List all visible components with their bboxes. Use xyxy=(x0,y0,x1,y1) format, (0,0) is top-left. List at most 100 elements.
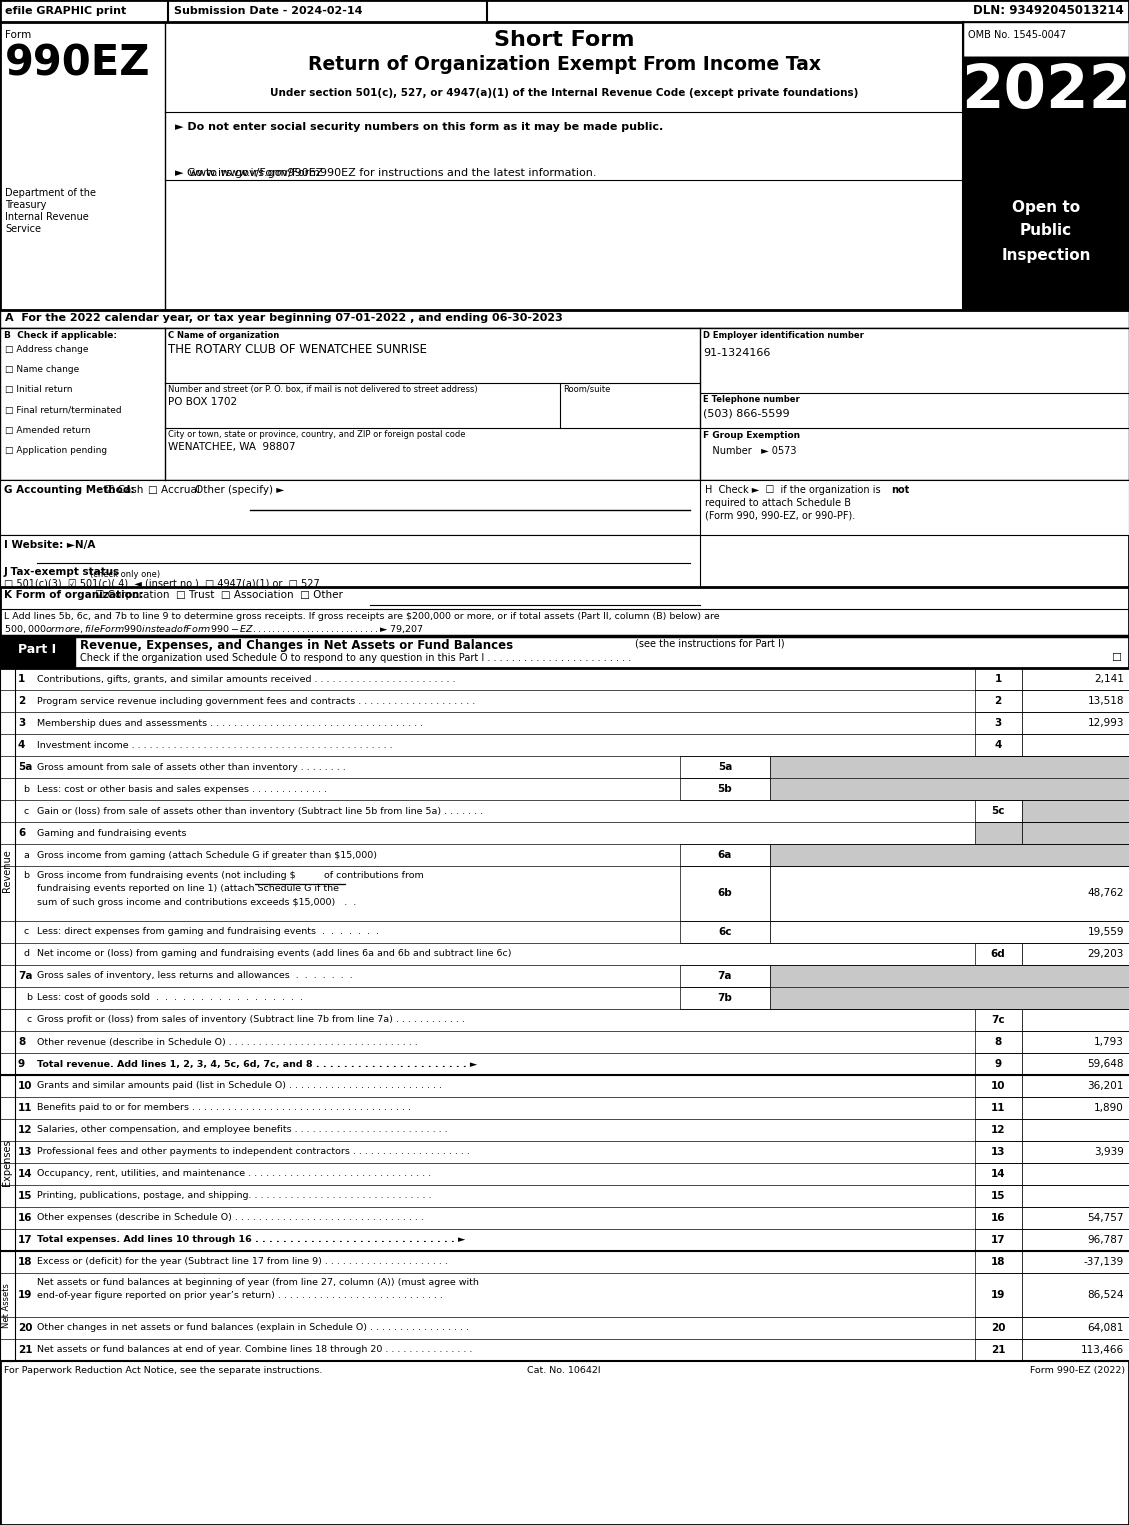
Text: Occupancy, rent, utilities, and maintenance . . . . . . . . . . . . . . . . . . : Occupancy, rent, utilities, and maintena… xyxy=(37,1170,431,1179)
Bar xyxy=(1022,801,1129,822)
Text: Revenue: Revenue xyxy=(2,849,12,892)
Text: Gross sales of inventory, less returns and allowances  .  .  .  .  .  .  .: Gross sales of inventory, less returns a… xyxy=(37,971,352,981)
Text: (Form 990, 990-EZ, or 990-PF).: (Form 990, 990-EZ, or 990-PF). xyxy=(704,509,856,520)
Bar xyxy=(1022,1031,1129,1052)
Text: 13: 13 xyxy=(18,1147,33,1157)
Bar xyxy=(975,1185,1022,1206)
Bar xyxy=(975,1206,1022,1229)
Text: 5a: 5a xyxy=(718,762,733,772)
Text: 990EZ: 990EZ xyxy=(5,43,150,84)
Text: -37,139: -37,139 xyxy=(1084,1257,1124,1267)
Text: 59,648: 59,648 xyxy=(1087,1058,1124,1069)
Bar xyxy=(1022,942,1129,965)
Bar xyxy=(0,668,15,1075)
Bar xyxy=(975,1229,1022,1250)
Text: 6c: 6c xyxy=(718,927,732,936)
Text: Net Assets: Net Assets xyxy=(2,1284,11,1328)
Text: 2,141: 2,141 xyxy=(1094,674,1124,685)
Text: Public: Public xyxy=(1019,223,1073,238)
Text: Service: Service xyxy=(5,224,41,233)
Text: 7a: 7a xyxy=(18,971,33,981)
Text: L Add lines 5b, 6c, and 7b to line 9 to determine gross receipts. If gross recei: L Add lines 5b, 6c, and 7b to line 9 to … xyxy=(5,612,719,621)
Bar xyxy=(975,1339,1022,1360)
Text: Contributions, gifts, grants, and similar amounts received . . . . . . . . . . .: Contributions, gifts, grants, and simila… xyxy=(37,674,455,683)
Bar xyxy=(770,756,1129,801)
Text: □ Name change: □ Name change xyxy=(5,364,79,374)
Text: City or town, state or province, country, and ZIP or foreign postal code: City or town, state or province, country… xyxy=(168,430,465,439)
Bar xyxy=(1022,1339,1129,1360)
Text: (503) 866-5599: (503) 866-5599 xyxy=(703,409,789,418)
Text: (see the instructions for Part I): (see the instructions for Part I) xyxy=(634,639,785,650)
Text: 7c: 7c xyxy=(991,1016,1005,1025)
Text: 8: 8 xyxy=(18,1037,25,1048)
Text: $500,000 or more, file Form 990 instead of Form 990-EZ . . . . . . . . . . . . .: $500,000 or more, file Form 990 instead … xyxy=(5,624,423,634)
Text: ☑ Corporation  □ Trust  □ Association  □ Other: ☑ Corporation □ Trust □ Association □ Ot… xyxy=(95,590,343,599)
Text: □ Initial return: □ Initial return xyxy=(5,384,72,393)
Text: B  Check if applicable:: B Check if applicable: xyxy=(5,331,117,340)
Text: □ 501(c)(3)  ☑ 501(c)( 4)  ◄ (insert no.)  □ 4947(a)(1) or  □ 527: □ 501(c)(3) ☑ 501(c)( 4) ◄ (insert no.) … xyxy=(5,580,320,589)
Text: ☑ Cash: ☑ Cash xyxy=(105,485,143,496)
Bar xyxy=(1022,1141,1129,1164)
Bar xyxy=(975,668,1022,689)
Text: 5c: 5c xyxy=(991,807,1005,816)
Text: 8: 8 xyxy=(995,1037,1001,1048)
Text: 64,081: 64,081 xyxy=(1087,1324,1124,1333)
Text: Gaming and fundraising events: Gaming and fundraising events xyxy=(37,828,186,837)
Text: Benefits paid to or for members . . . . . . . . . . . . . . . . . . . . . . . . : Benefits paid to or for members . . . . … xyxy=(37,1104,411,1113)
Text: c: c xyxy=(18,927,29,936)
Text: 54,757: 54,757 xyxy=(1087,1212,1124,1223)
Bar xyxy=(975,942,1022,965)
Text: Less: direct expenses from gaming and fundraising events  .  .  .  .  .  .  .: Less: direct expenses from gaming and fu… xyxy=(37,927,379,936)
Text: D Employer identification number: D Employer identification number xyxy=(703,331,864,340)
Text: 113,466: 113,466 xyxy=(1080,1345,1124,1356)
Text: Part I: Part I xyxy=(18,644,56,656)
Text: DLN: 93492045013214: DLN: 93492045013214 xyxy=(973,5,1124,17)
Text: Other revenue (describe in Schedule O) . . . . . . . . . . . . . . . . . . . . .: Other revenue (describe in Schedule O) .… xyxy=(37,1037,418,1046)
Bar xyxy=(975,1052,1022,1075)
Bar xyxy=(1022,1273,1129,1318)
Text: Open to: Open to xyxy=(1012,200,1080,215)
Text: fundraising events reported on line 1) (attach Schedule G if the: fundraising events reported on line 1) (… xyxy=(37,884,339,894)
Text: 4: 4 xyxy=(18,740,25,750)
Text: Gross income from fundraising events (not including $: Gross income from fundraising events (no… xyxy=(37,871,296,880)
Text: 1,793: 1,793 xyxy=(1094,1037,1124,1048)
Bar xyxy=(1022,1229,1129,1250)
Text: not: not xyxy=(891,485,909,496)
Text: 13: 13 xyxy=(991,1147,1005,1157)
Text: 21: 21 xyxy=(18,1345,33,1356)
Text: 21: 21 xyxy=(991,1345,1005,1356)
Text: 17: 17 xyxy=(18,1235,33,1244)
Bar xyxy=(1022,1052,1129,1075)
Text: 3: 3 xyxy=(18,718,25,727)
Bar xyxy=(975,1141,1022,1164)
Text: Form: Form xyxy=(5,30,32,40)
Bar xyxy=(1022,1206,1129,1229)
Bar xyxy=(680,965,770,987)
Text: 15: 15 xyxy=(991,1191,1005,1202)
Text: Form 990-EZ (2022): Form 990-EZ (2022) xyxy=(1030,1366,1124,1376)
Text: Membership dues and assessments . . . . . . . . . . . . . . . . . . . . . . . . : Membership dues and assessments . . . . … xyxy=(37,718,423,727)
Bar xyxy=(680,987,770,1010)
Text: 2022: 2022 xyxy=(961,63,1129,120)
Text: efile GRAPHIC print: efile GRAPHIC print xyxy=(5,6,126,15)
Text: 16: 16 xyxy=(991,1212,1005,1223)
Text: 5a: 5a xyxy=(18,762,33,772)
Text: 19,559: 19,559 xyxy=(1087,927,1124,936)
Text: 86,524: 86,524 xyxy=(1087,1290,1124,1299)
Bar xyxy=(975,1318,1022,1339)
Text: Department of the: Department of the xyxy=(5,188,96,198)
Text: Total revenue. Add lines 1, 2, 3, 4, 5c, 6d, 7c, and 8 . . . . . . . . . . . . .: Total revenue. Add lines 1, 2, 3, 4, 5c,… xyxy=(37,1060,478,1069)
Bar xyxy=(975,1164,1022,1185)
Text: b: b xyxy=(18,993,33,1002)
Text: WENATCHEE, WA  98807: WENATCHEE, WA 98807 xyxy=(168,442,296,451)
Text: (check only one): (check only one) xyxy=(90,570,160,580)
Text: 6: 6 xyxy=(18,828,25,839)
Text: Room/suite: Room/suite xyxy=(563,384,611,393)
Text: 2: 2 xyxy=(995,695,1001,706)
Text: 2: 2 xyxy=(18,695,25,706)
Text: Salaries, other compensation, and employee benefits . . . . . . . . . . . . . . : Salaries, other compensation, and employ… xyxy=(37,1125,447,1135)
Text: G Accounting Method:: G Accounting Method: xyxy=(5,485,134,496)
Text: Short Form: Short Form xyxy=(493,30,634,50)
Bar xyxy=(975,712,1022,734)
Text: 1,890: 1,890 xyxy=(1094,1103,1124,1113)
